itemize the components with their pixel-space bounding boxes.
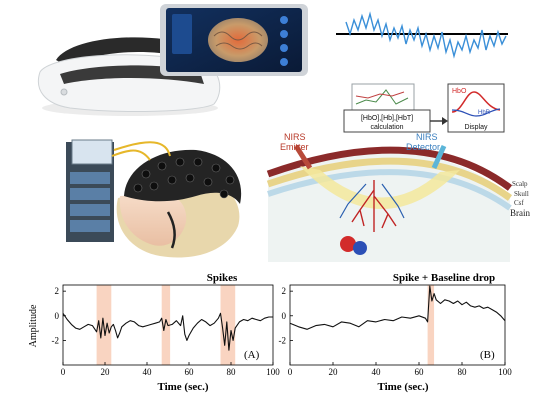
hbr-curve: [451, 108, 501, 117]
signal-line: [345, 11, 507, 59]
raw-signal-lines-2: [355, 91, 405, 99]
chart-a-ytick-label-0: 0: [55, 311, 60, 321]
tablet-ui-dot-3: [280, 44, 288, 52]
rack-monitor: [71, 139, 113, 165]
chart-b-xlabel: Time (sec.): [377, 381, 428, 393]
label-brain: Brain: [510, 208, 530, 218]
rack-unit-3: [70, 204, 110, 216]
chart-b-xtick-label-20: 20: [329, 367, 339, 377]
chart-b-xtick-label-80: 80: [458, 367, 468, 377]
tablet-ui-dot-4: [280, 58, 288, 66]
raw-signal-lines: [355, 89, 409, 105]
label-hbo: HbO: [452, 88, 467, 95]
chart-b-xtick-label-60: 60: [415, 367, 425, 377]
brain-folds: [213, 31, 263, 50]
hbr-cell: [353, 241, 367, 255]
hbo-cell: [340, 236, 356, 252]
chart-b-ytick-label--2: -2: [279, 335, 287, 345]
hbo-curve: [451, 91, 501, 113]
cap-cables: [111, 141, 171, 161]
chart-a-series-line: [62, 312, 273, 351]
label-nirs-emitter-1: NIRS: [284, 132, 306, 142]
chart-b-ytick-label-0: 0: [282, 311, 287, 321]
calc-label-2: calculation: [370, 124, 403, 131]
emitter-probe: [293, 144, 313, 170]
chin-strap: [166, 211, 176, 249]
raw-signal-box: [351, 83, 415, 113]
chart-a-panel-label: (A): [244, 349, 260, 361]
label-hbr: HbR: [478, 110, 491, 116]
cap-electrodes: [133, 157, 235, 199]
chart-a-xtick-label-40: 40: [143, 367, 153, 377]
chart-a-xlabel: Time (sec.): [157, 381, 208, 393]
label-scalp: Scalp: [512, 180, 528, 188]
chart-a-xtick-label-80: 80: [227, 367, 237, 377]
chart-b-title: Spike + Baseline drop: [393, 272, 495, 284]
nirs-schematic: NIRS Emitter NIRS Detector Scalp Skull C…: [266, 83, 530, 262]
chart-a-xtick-label-20: 20: [101, 367, 111, 377]
label-nirs-detector-1: NIRS: [416, 132, 438, 142]
chart-a-ytick-label--2: -2: [52, 335, 60, 345]
light-banana-path: [300, 166, 460, 210]
calc-label-1: [HbO],[Hb],[HbT]: [361, 115, 413, 122]
eeg-cap-photo: [66, 139, 242, 258]
chart-a-xtick-label-100: 100: [266, 367, 280, 377]
vessel-tree: [351, 180, 397, 232]
arrowhead: [442, 117, 448, 125]
chart-a-ylabel: Amplitude: [28, 304, 39, 347]
face-skin: [119, 194, 187, 246]
skull-layer: [266, 157, 513, 201]
blue-signal-trace: [336, 11, 508, 59]
tablet-photo: [160, 4, 308, 76]
chart-a-xtick-label-0: 0: [61, 367, 66, 377]
chart-a-title: Spikes: [207, 272, 238, 284]
label-nirs-emitter-2: Emitter: [280, 142, 309, 152]
chart-b-panel-label: (B): [480, 349, 495, 361]
label-csf: Csf: [514, 199, 524, 207]
rack-unit-2: [70, 188, 110, 200]
chart-b-frame: [289, 284, 506, 366]
chart-a-frame: [62, 284, 274, 366]
chart-b-xtick-label-0: 0: [288, 367, 293, 377]
label-display: Display: [465, 124, 488, 131]
chart-a-xtick-label-60: 60: [185, 367, 195, 377]
chart-a-highlight-1: [161, 285, 171, 365]
rack-unit-1: [70, 172, 110, 184]
chart-a-ytick-label-2: 2: [55, 286, 60, 296]
csf-layer: [267, 169, 512, 211]
rack-unit-4: [70, 220, 110, 232]
chart-b-xtick-label-40: 40: [372, 367, 382, 377]
detector-probe: [431, 144, 447, 170]
tablet-ui-dot-1: [280, 16, 288, 24]
chart-b-xtick-label-100: 100: [498, 367, 512, 377]
label-nirs-detector-2: Detector: [406, 142, 440, 152]
label-skull: Skull: [514, 190, 529, 198]
tablet-ui-panel: [172, 14, 192, 54]
vessel-tree-blue: [339, 183, 405, 219]
eeg-cap: [124, 149, 242, 204]
tablet-ui-dot-2: [280, 30, 288, 38]
chart-b-series-line: [289, 285, 506, 330]
headband-button: [60, 88, 68, 96]
chart-b-ytick-label-2: 2: [282, 286, 287, 296]
chart-b-highlight-0: [427, 285, 435, 365]
